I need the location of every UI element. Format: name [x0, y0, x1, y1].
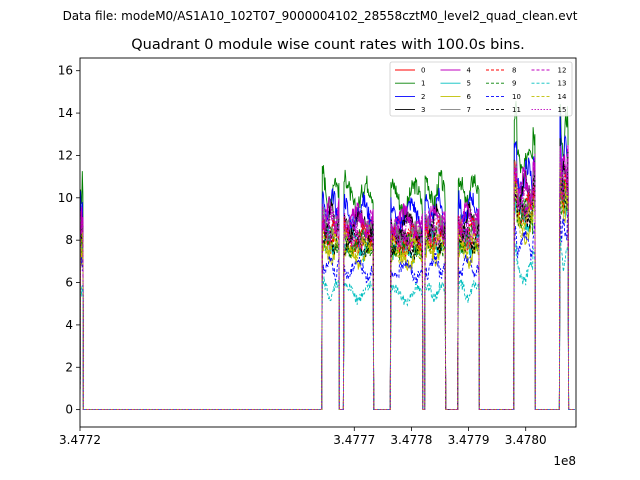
y-tick-label: 16 [58, 64, 73, 78]
y-tick-label: 0 [65, 403, 73, 417]
legend-label-2: 2 [421, 93, 425, 101]
legend-label-10: 10 [512, 93, 521, 101]
y-tick-label: 4 [65, 318, 73, 332]
y-tick-label: 2 [65, 360, 73, 374]
chart-title: Quadrant 0 module wise count rates with … [131, 37, 525, 53]
legend-label-8: 8 [512, 67, 516, 75]
x-tick-label: 3.4779 [448, 433, 490, 447]
x-tick-label: 3.4780 [505, 433, 547, 447]
x-tick-label: 3.4772 [59, 433, 101, 447]
y-tick-label: 10 [58, 191, 73, 205]
legend-label-15: 15 [558, 106, 567, 114]
x-axis: 3.4772 3.4777 3.4778 3.4779 3.4780 [59, 427, 547, 447]
series-line-15 [80, 145, 575, 411]
legend-label-9: 9 [512, 80, 516, 88]
y-axis: 0 2 4 6 8 10 12 14 16 [58, 64, 80, 417]
legend-label-13: 13 [558, 80, 567, 88]
y-tick-label: 8 [65, 233, 73, 247]
x-tick-label: 3.4777 [333, 433, 375, 447]
legend-label-3: 3 [421, 106, 425, 114]
x-offset-label: 1e8 [553, 454, 576, 468]
legend-label-14: 14 [558, 93, 567, 101]
legend-label-4: 4 [467, 67, 472, 75]
series-line-8 [80, 161, 575, 411]
legend-label-0: 0 [421, 67, 425, 75]
y-tick-label: 6 [65, 276, 73, 290]
plot-frame [79, 57, 577, 428]
legend-label-12: 12 [558, 67, 567, 75]
y-tick-label: 14 [58, 106, 73, 120]
suptitle: Data file: modeM0/AS1A10_102T07_90000041… [63, 9, 578, 23]
legend-label-1: 1 [421, 80, 425, 88]
x-tick-label: 3.4778 [390, 433, 432, 447]
series-layer [80, 100, 575, 411]
legend-label-5: 5 [467, 80, 471, 88]
y-tick-label: 12 [58, 148, 73, 162]
legend-label-6: 6 [467, 93, 472, 101]
legend-frame [389, 61, 573, 117]
legend-label-11: 11 [512, 106, 521, 114]
legend-label-7: 7 [467, 106, 471, 114]
series-line-14 [80, 162, 575, 411]
